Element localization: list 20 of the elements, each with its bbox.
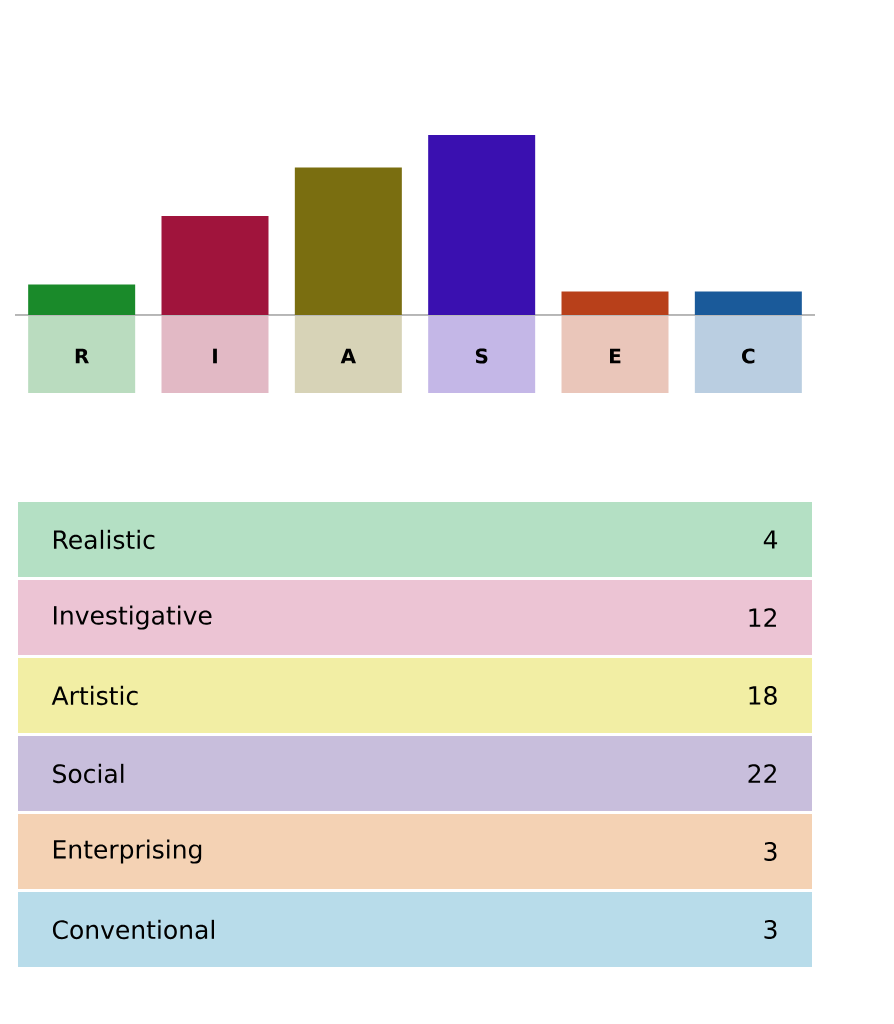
x-tick-label: E [610,348,621,364]
x-tick-label: S [475,348,488,364]
data-label: 4 [763,530,778,549]
data-label: 3 [764,842,777,861]
data-label: 18 [749,686,777,705]
category-label: Social [53,763,124,784]
category-label: Conventional [52,919,214,940]
category-label: Investigative [53,605,212,630]
x-tick-label: I [213,348,217,364]
category-label: Realistic [53,529,155,550]
data-label: 22 [748,764,776,783]
x-tick-label: C [742,348,755,364]
bar [694,291,802,315]
category-label: Artistic [51,685,138,706]
x-tick-label: A [340,348,356,364]
bar [561,291,669,315]
category-label: Enterprising [53,839,202,864]
data-label: 3 [764,920,777,939]
data-label: 12 [749,608,776,627]
x-tick-label: R [75,348,89,364]
